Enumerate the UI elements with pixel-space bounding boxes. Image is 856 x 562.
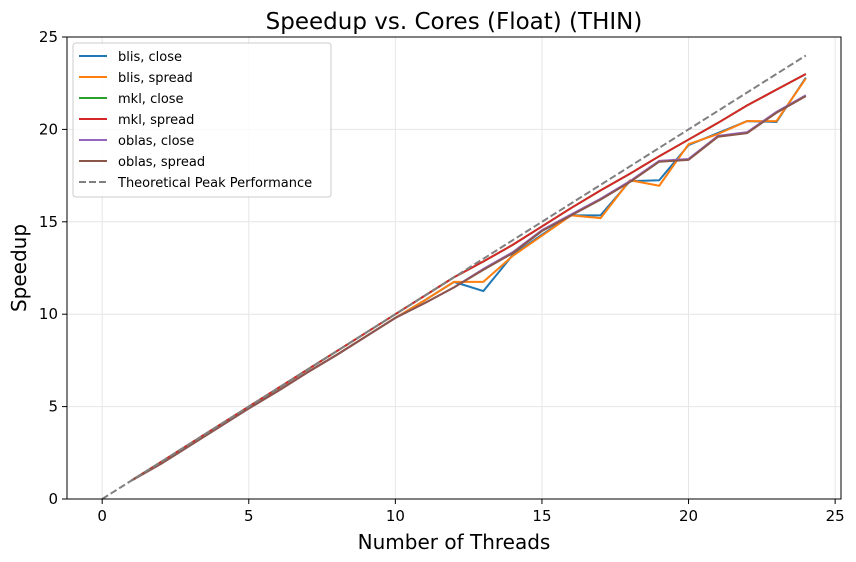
- legend-box: [72, 42, 332, 198]
- x-tick-label: 0: [97, 507, 107, 525]
- x-tick-label: 10: [386, 507, 405, 525]
- plot-frame: [66, 36, 842, 500]
- legend-label: mkl, close: [118, 92, 184, 107]
- x-axis-label: Number of Threads: [358, 530, 551, 554]
- y-tick-label: 25: [39, 28, 58, 46]
- x-tick-label: 15: [532, 507, 551, 525]
- chart-title: Speedup vs. Cores (Float) (THIN): [266, 9, 643, 35]
- y-tick-label: 10: [39, 305, 58, 323]
- y-tick-label: 5: [48, 398, 58, 416]
- legend-label: Theoretical Peak Performance: [117, 176, 312, 191]
- y-axis-label: Speedup: [7, 224, 31, 312]
- x-tick-label: 25: [826, 507, 845, 525]
- ticks: 0 5 10 15 20 25 0 5 10 15 20 25: [39, 28, 845, 525]
- legend-label: blis, spread: [118, 71, 193, 86]
- legend-label: oblas, spread: [118, 155, 205, 170]
- y-tick-label: 20: [39, 120, 58, 138]
- legend-label: blis, close: [118, 50, 182, 65]
- legend: blis, close blis, spread mkl, close mkl, sp…: [72, 42, 332, 198]
- y-tick-label: 15: [39, 213, 58, 231]
- series-lines: [101, 54, 807, 500]
- legend-label: mkl, spread: [118, 113, 194, 128]
- series-line-mkl-spread: [130, 73, 807, 482]
- series-line-theoretical-peak-performance: [101, 54, 807, 500]
- x-tick-label: 5: [244, 507, 254, 525]
- series-line-oblas-spread: [131, 95, 807, 482]
- legend-label: oblas, close: [118, 134, 194, 149]
- x-tick-label: 20: [679, 507, 698, 525]
- y-tick-label: 0: [48, 490, 58, 508]
